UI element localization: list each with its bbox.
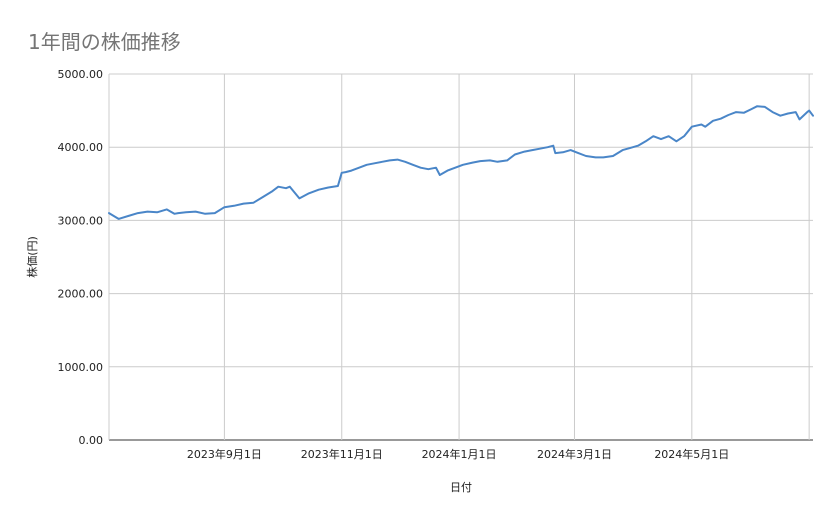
- x-tick-label: 2023年9月1日: [187, 447, 262, 461]
- y-tick-label: 1000.00: [58, 361, 104, 374]
- x-axis-title: 日付: [450, 481, 472, 494]
- x-tick-label: 2024年5月1日: [654, 447, 729, 461]
- y-axis-title: 株価(円): [25, 236, 39, 278]
- y-tick-label: 0.00: [79, 434, 104, 447]
- y-tick-label: 2000.00: [58, 288, 104, 301]
- y-tick-label: 4000.00: [58, 141, 104, 154]
- x-tick-label: 2024年1月1日: [422, 447, 497, 461]
- x-tick-label: 2023年11月1日: [301, 447, 383, 461]
- y-tick-label: 3000.00: [58, 214, 104, 227]
- series-line: [108, 105, 814, 220]
- chart-title: 1年間の株価推移: [28, 30, 181, 54]
- y-tick-label: 5000.00: [58, 68, 104, 81]
- x-tick-label: 2024年3月1日: [537, 447, 612, 461]
